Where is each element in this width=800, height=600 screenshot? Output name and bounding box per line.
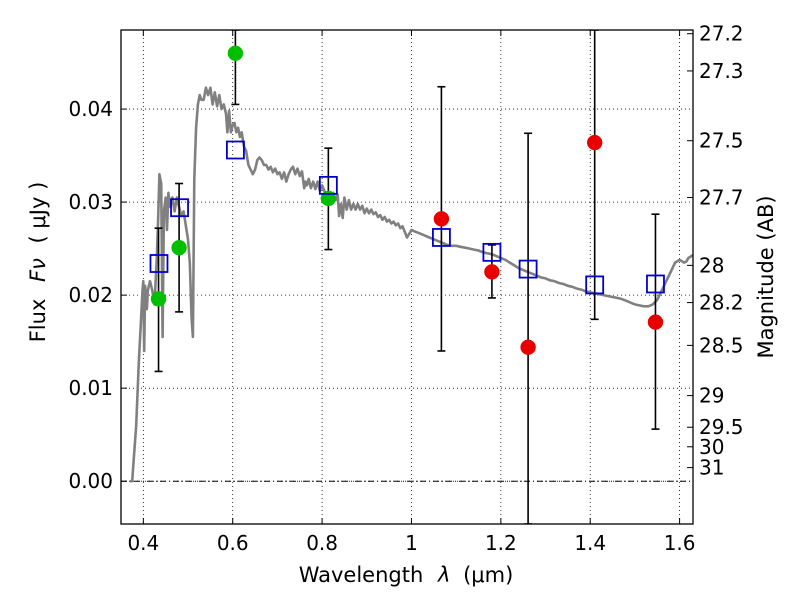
mag-tick-label: 28.2 bbox=[699, 291, 744, 315]
model-photometry-square bbox=[225, 140, 245, 160]
x-tick-label: 1.2 bbox=[485, 531, 517, 555]
model-photometry-square bbox=[585, 275, 605, 295]
model-photometry-square bbox=[518, 259, 538, 279]
x-tick-label: 0.4 bbox=[127, 531, 159, 555]
model-photometry-square bbox=[170, 198, 189, 218]
mag-tick-label: 31 bbox=[699, 456, 724, 480]
x-tick-label: 1 bbox=[405, 531, 418, 555]
plot-area bbox=[129, 30, 693, 524]
y-tick-label: 0.04 bbox=[68, 97, 113, 121]
y-tick-label: 0.03 bbox=[68, 190, 113, 214]
mag-tick-label: 27.2 bbox=[699, 22, 744, 46]
red-data-point bbox=[586, 134, 603, 151]
x-axis-label: Wavelength λ (μm) bbox=[299, 563, 514, 587]
green-data-point bbox=[171, 239, 187, 256]
red-data-point bbox=[647, 314, 664, 330]
model-photometry-square bbox=[149, 254, 169, 273]
model-photometry-square bbox=[318, 175, 338, 195]
mag-tick-label: 27.3 bbox=[699, 59, 744, 83]
x-axis-label-symbol: λ bbox=[437, 563, 450, 587]
mag-tick-label: 28.5 bbox=[699, 333, 744, 357]
green-data-point bbox=[227, 45, 244, 62]
x-tick-label: 0.6 bbox=[217, 531, 249, 555]
mag-tick-label: 30 bbox=[699, 435, 724, 459]
y-axis-label-unit: ( μJy ) bbox=[26, 182, 50, 244]
y-axis-label: Flux Fν ( μJy ) bbox=[26, 182, 50, 343]
green-data-point bbox=[150, 291, 167, 307]
model-photometry-square bbox=[646, 274, 665, 294]
axis-ticks: 0.4 0.6 0.8 1 1.2 1.4 1.6 0.00 0.01 0.02 0.03 0.04 2… bbox=[68, 22, 743, 555]
mag-tick-label: 27.7 bbox=[699, 185, 744, 209]
x-tick-label: 0.8 bbox=[306, 531, 338, 555]
mag-tick-label: 28 bbox=[699, 253, 724, 277]
model-photometry-square bbox=[432, 228, 451, 247]
model-photometry-square bbox=[482, 242, 502, 262]
y-axis-label-symbol: Fν bbox=[26, 258, 50, 282]
mag-tick-label: 29.5 bbox=[699, 415, 744, 439]
y-axis-label-text: Flux bbox=[26, 299, 50, 343]
y-tick-label: 0.02 bbox=[68, 283, 113, 307]
x-axis-label-text: Wavelength bbox=[299, 563, 424, 587]
x-axis-label-unit: (μm) bbox=[463, 563, 513, 587]
y-tick-label: 0.00 bbox=[68, 469, 113, 493]
grid-lines bbox=[121, 30, 693, 524]
x-tick-label: 1.6 bbox=[664, 531, 696, 555]
x-tick-label: 1.4 bbox=[574, 531, 606, 555]
red-data-point bbox=[484, 264, 500, 280]
right-axis-label: Magnitude (AB) bbox=[754, 195, 778, 358]
y-tick-label: 0.01 bbox=[68, 376, 113, 400]
axes-frame bbox=[120, 29, 694, 525]
mag-tick-label: 29 bbox=[699, 384, 724, 408]
red-data-point bbox=[520, 339, 536, 355]
mag-tick-label: 27.5 bbox=[699, 129, 744, 153]
red-data-point bbox=[433, 211, 450, 227]
